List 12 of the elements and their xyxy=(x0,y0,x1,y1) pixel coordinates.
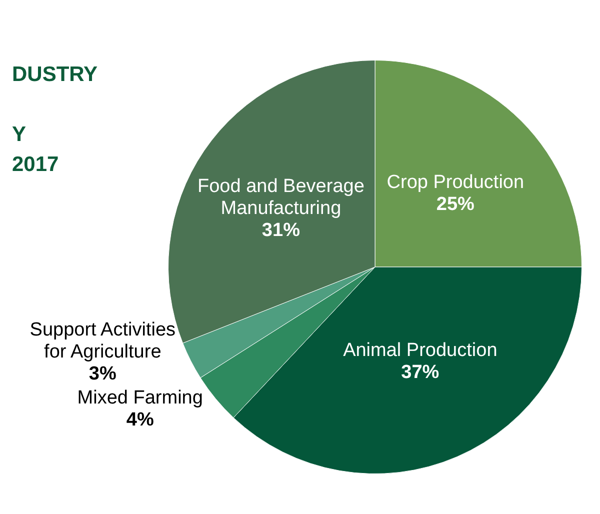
data-label: 3% xyxy=(88,364,116,385)
data-label: 4% xyxy=(126,410,154,431)
data-label: 25% xyxy=(436,194,475,216)
text: Y 2017 xyxy=(12,122,60,178)
chart-title: DUSTRY xyxy=(12,62,98,88)
slice-label: Crop Production xyxy=(386,172,524,194)
data-label: 31% xyxy=(262,220,300,242)
slice-label: Support Activities for Agriculture xyxy=(30,320,176,363)
slice-label: Food and Beverage Manufacturing xyxy=(197,176,364,220)
data-label: 37% xyxy=(401,362,440,384)
slice-label: Mixed Farming xyxy=(77,388,203,409)
slice-label: Animal Production xyxy=(343,340,498,362)
